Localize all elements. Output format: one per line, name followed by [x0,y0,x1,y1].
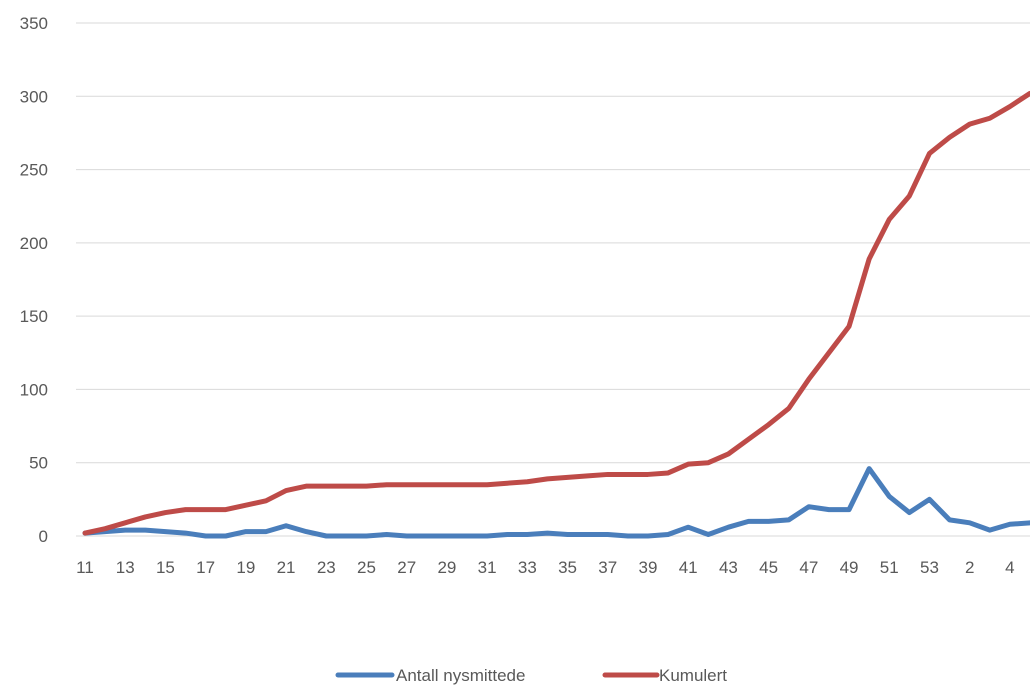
x-tick-label: 31 [478,558,497,577]
x-tick-label: 21 [277,558,296,577]
x-tick-label: 41 [679,558,698,577]
y-tick-label: 50 [29,454,48,473]
x-tick-label: 25 [357,558,376,577]
y-axis-tick-labels: 0 50 100 150 200 250 300 350 [20,14,48,546]
y-tick-label: 300 [20,87,48,106]
x-tick-label: 51 [880,558,899,577]
x-tick-label: 43 [719,558,738,577]
y-tick-label: 200 [20,234,48,253]
legend: Antall nysmittede Kumulert [335,666,727,685]
x-tick-label: 39 [639,558,658,577]
x-tick-label: 27 [397,558,416,577]
y-tick-label: 0 [39,527,48,546]
x-tick-label: 11 [76,558,94,577]
x-tick-label: 45 [759,558,778,577]
series-lines [82,90,1030,539]
x-tick-label: 19 [236,558,255,577]
legend-label-antall-nysmittede: Antall nysmittede [396,666,525,685]
x-tick-label: 35 [558,558,577,577]
series-line-antall-nysmittede [82,466,1030,539]
x-tick-label: 29 [437,558,456,577]
x-tick-label: 23 [317,558,336,577]
x-tick-label: 17 [196,558,215,577]
x-tick-label: 4 [1005,558,1014,577]
x-tick-label: 13 [116,558,135,577]
x-tick-label: 33 [518,558,537,577]
y-tick-label: 250 [20,161,48,180]
series-line-kumulert [82,90,1030,536]
x-axis-tick-labels: 11 13 15 17 19 21 23 25 27 29 31 33 35 37 39 41 43 45 47 49… [76,558,1014,577]
x-tick-label: 53 [920,558,939,577]
y-tick-label: 100 [20,380,48,399]
x-tick-label: 2 [965,558,974,577]
x-tick-label: 47 [799,558,818,577]
y-tick-label: 350 [20,14,48,33]
y-tick-label: 150 [20,307,48,326]
legend-label-kumulert: Kumulert [659,666,727,685]
x-tick-label: 49 [840,558,859,577]
gridlines [76,22,1030,537]
x-tick-label: 15 [156,558,175,577]
x-tick-label: 37 [598,558,617,577]
